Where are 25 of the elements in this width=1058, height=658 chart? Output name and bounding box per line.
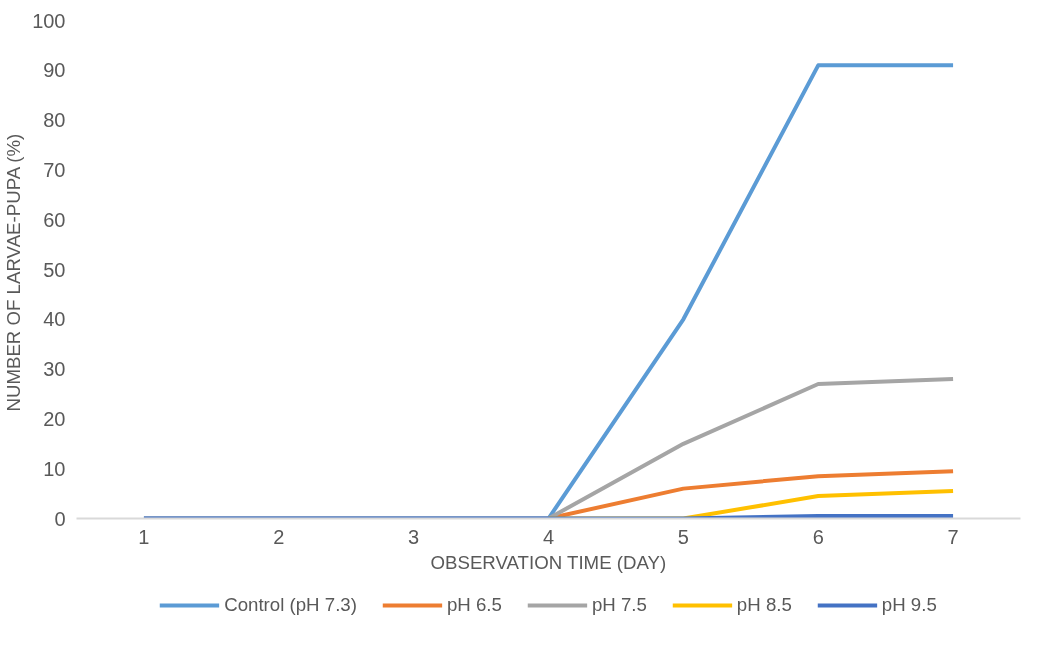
- y-tick-label: 100: [32, 9, 66, 32]
- x-tick-label: 3: [408, 525, 420, 548]
- y-tick-label: 10: [43, 457, 66, 480]
- legend-label: pH 6.5: [446, 594, 502, 616]
- legend-label: pH 9.5: [881, 594, 937, 616]
- x-tick-label: 4: [542, 525, 555, 548]
- y-axis-title: NUMBER OF LARVAE-PUPA (%): [3, 133, 25, 412]
- legend-label: pH 7.5: [591, 594, 647, 616]
- x-tick-label: 6: [812, 525, 824, 548]
- legend-label: Control (pH 7.3): [224, 594, 357, 616]
- y-tick-label: 70: [43, 158, 66, 181]
- y-tick-label: 90: [43, 59, 66, 82]
- legend-label: pH 8.5: [736, 594, 792, 616]
- x-tick-label: 7: [947, 525, 959, 548]
- x-tick-label: 2: [273, 525, 285, 548]
- y-tick-label: 40: [43, 308, 66, 331]
- y-tick-label: 50: [43, 258, 66, 281]
- y-tick-label: 80: [43, 109, 66, 132]
- x-tick-label: 5: [677, 525, 689, 548]
- y-tick-label: 20: [43, 407, 66, 430]
- x-axis-title: OBSERVATION TIME (DAY): [430, 551, 667, 573]
- y-tick-label: 0: [54, 507, 66, 530]
- y-tick-label: 30: [43, 358, 66, 381]
- y-tick-label: 60: [43, 208, 66, 231]
- x-tick-label: 1: [138, 525, 150, 548]
